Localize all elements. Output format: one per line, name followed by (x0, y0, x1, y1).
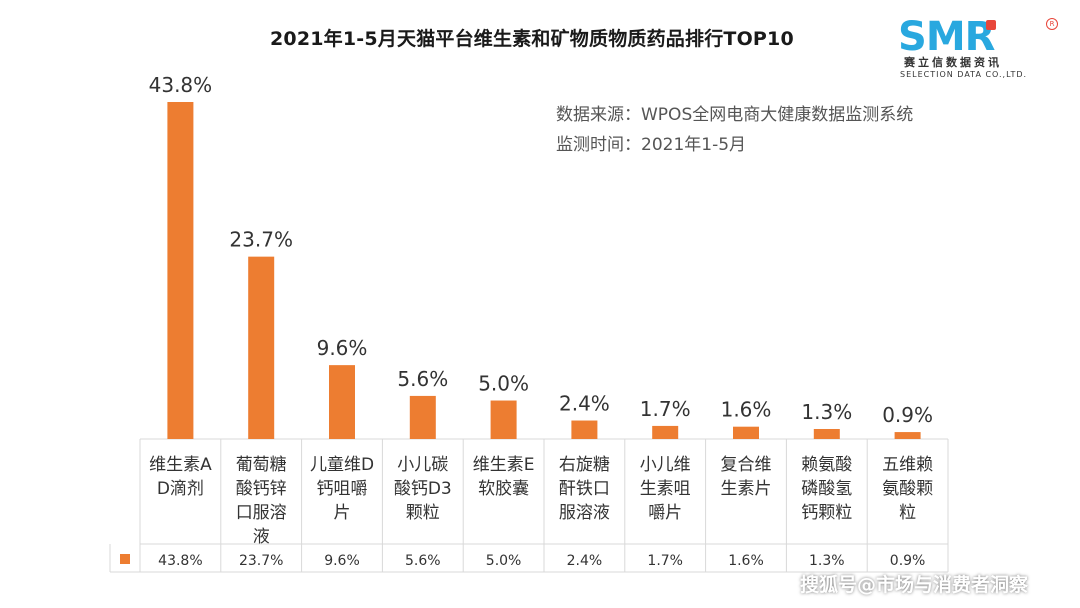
bar (490, 400, 517, 439)
legend-swatch (120, 554, 130, 564)
table-value-cell: 43.8% (158, 553, 202, 569)
bar-data-label: 9.6% (317, 336, 368, 360)
bar-data-label: 23.7% (229, 228, 293, 252)
bar-data-label: 1.6% (721, 398, 772, 422)
category-label: 小儿维生素咀嚼片 (640, 455, 691, 523)
category-label: 儿童维D 钙咀嚼片 (310, 455, 374, 523)
bar (652, 425, 679, 439)
logo-mark: SMR (898, 14, 995, 60)
category-label: 右旋糖酐铁口服溶液 (559, 455, 610, 523)
category-label: 赖氨酸磷酸氢钙颗粒 (801, 455, 852, 523)
category-label: 五维赖氨酸颗粒 (882, 455, 933, 523)
bar (813, 428, 840, 439)
table-value-cell: 23.7% (239, 553, 283, 569)
bar (248, 256, 275, 439)
registered-mark-icon: R (1046, 18, 1058, 30)
bar-data-label: 5.6% (397, 367, 448, 391)
bar (329, 365, 355, 439)
table-value-cell: 2.4% (567, 553, 603, 569)
table-value-cell: 0.9% (890, 553, 926, 569)
category-label: 维生素A D滴剂 (149, 455, 212, 499)
bar (733, 426, 759, 439)
bar (894, 432, 921, 439)
table-value-cell: 5.0% (486, 553, 522, 569)
company-logo: SMR R 赛立信数据资讯 SELECTION DATA CO.,LTD. (898, 14, 1058, 84)
logo-chinese-name: 赛立信数据资讯 (904, 56, 1002, 69)
table-value-cell: 1.3% (809, 553, 845, 569)
bar (409, 395, 436, 439)
category-label: 复合维生素片 (721, 455, 772, 499)
table-value-cell: 1.7% (647, 553, 683, 569)
watermark: 搜狐号@市场与消费者洞察 (800, 574, 1029, 596)
bar-data-label: 5.0% (478, 372, 529, 396)
source-line: 数据来源：WPOS全网电商大健康数据监测系统 (556, 105, 914, 125)
bar-data-label: 2.4% (559, 392, 610, 416)
table-value-cell: 1.6% (728, 553, 764, 569)
table-value-cell: 9.6% (324, 553, 360, 569)
chart-title: 2021年1-5月天猫平台维生素和矿物质物质药品排行TOP10 (270, 28, 794, 50)
bar (571, 420, 598, 439)
logo-english-name: SELECTION DATA CO.,LTD. (900, 70, 1028, 79)
bar-data-label: 43.8% (149, 73, 213, 97)
category-label: 葡萄糖酸钙锌口服溶液 (236, 455, 287, 547)
bar (167, 102, 194, 439)
table-value-cell: 5.6% (405, 553, 441, 569)
category-label: 小儿碳酸钙D3 颗粒 (394, 455, 452, 523)
monitor-period-line: 监测时间：2021年1-5月 (556, 135, 747, 155)
bar-data-label: 1.3% (801, 400, 852, 424)
category-label: 维生素E 软胶囊 (473, 455, 535, 499)
bar-data-label: 0.9% (882, 403, 933, 427)
bar-data-label: 1.7% (640, 397, 691, 421)
source-note: 数据来源：WPOS全网电商大健康数据监测系统 监测时间：2021年1-5月 (556, 100, 913, 160)
